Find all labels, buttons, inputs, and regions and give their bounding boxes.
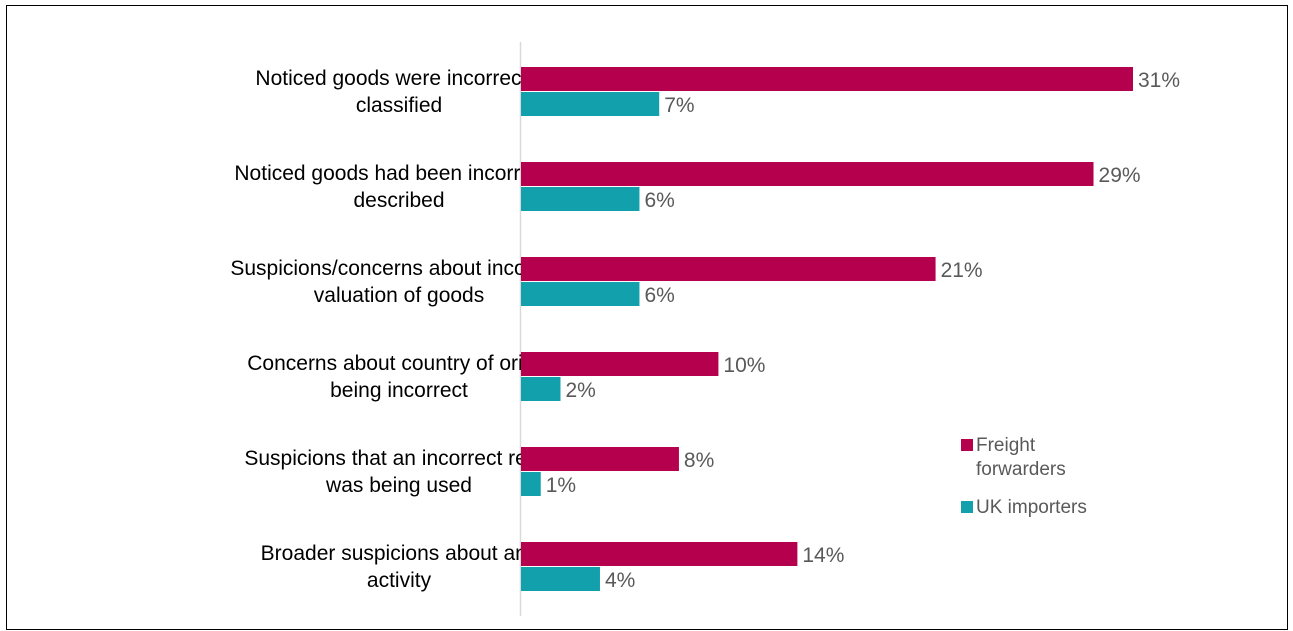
uk-importers-bar: [521, 187, 640, 211]
freight-forwarders-bar: [521, 67, 1133, 91]
value-label: 10%: [723, 354, 765, 377]
freight-forwarders-bar: [521, 257, 936, 281]
value-label: 6%: [644, 284, 674, 307]
value-label: 1%: [546, 474, 576, 497]
value-label: 31%: [1138, 69, 1180, 92]
value-label: 21%: [941, 259, 983, 282]
freight-forwarders-bar: [521, 542, 798, 566]
category-label: described: [353, 189, 444, 212]
uk-importers-bar: [521, 472, 541, 496]
legend-swatch: [961, 439, 973, 451]
value-label: 4%: [605, 569, 635, 592]
uk-importers-bar: [521, 282, 640, 306]
value-labels: 31% 7% 29% 6% 21% 6% 10% 2% 8% 1% 14% 4%: [546, 69, 1180, 592]
bar-chart: Noticed goods were incorrectly classified…: [230, 42, 1180, 616]
legend: Freight forwarders UK importers: [961, 435, 1087, 518]
category-label: being incorrect: [330, 379, 468, 402]
legend-label: forwarders: [976, 459, 1066, 480]
value-label: 8%: [684, 449, 714, 472]
bars: [521, 67, 1133, 591]
category-label: Suspicions/concerns about incorrect: [230, 257, 568, 280]
category-label: activity: [367, 569, 432, 592]
category-label: was being used: [325, 474, 472, 497]
category-label: classified: [356, 94, 442, 117]
category-label: Noticed goods had been incorrectly: [234, 162, 564, 185]
category-label: valuation of goods: [314, 284, 484, 307]
value-label: 7%: [664, 94, 694, 117]
uk-importers-bar: [521, 92, 660, 116]
freight-forwarders-bar: [521, 162, 1094, 186]
uk-importers-bar: [521, 567, 600, 591]
category-label: Noticed goods were incorrectly: [255, 67, 543, 90]
legend-label: Freight: [976, 435, 1036, 456]
value-label: 2%: [565, 379, 595, 402]
value-label: 14%: [802, 544, 844, 567]
freight-forwarders-bar: [521, 352, 719, 376]
uk-importers-bar: [521, 377, 561, 401]
legend-swatch: [961, 501, 973, 513]
category-labels: Noticed goods were incorrectly classified…: [230, 67, 568, 592]
category-label: Suspicions that an incorrect relief: [244, 447, 553, 470]
category-label: Broader suspicions about any: [261, 542, 538, 565]
value-label: 6%: [644, 189, 674, 212]
legend-label: UK importers: [976, 497, 1087, 518]
value-label: 29%: [1099, 164, 1141, 187]
category-label: Concerns about country of origin: [247, 352, 551, 375]
freight-forwarders-bar: [521, 447, 679, 471]
chart-frame: Noticed goods were incorrectly classified…: [6, 5, 1288, 630]
